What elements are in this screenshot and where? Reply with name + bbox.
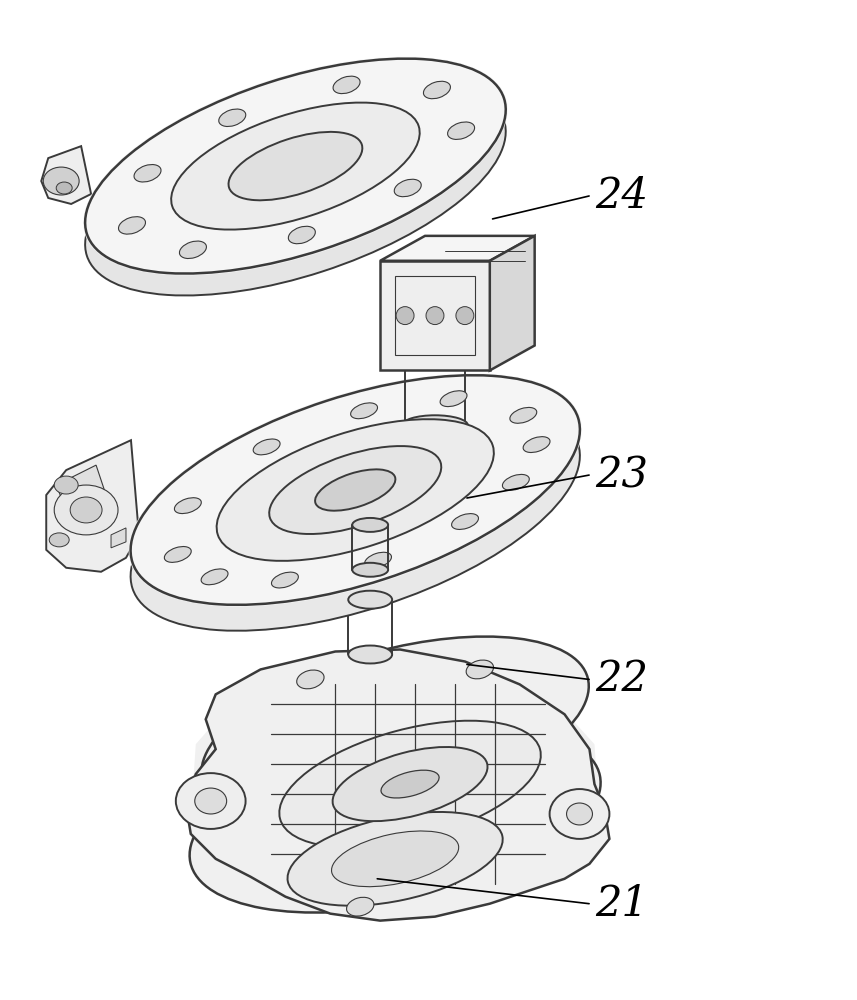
Ellipse shape <box>466 660 494 679</box>
Ellipse shape <box>219 109 246 126</box>
Text: 21: 21 <box>595 883 648 925</box>
Polygon shape <box>381 236 535 261</box>
Polygon shape <box>186 650 609 921</box>
Ellipse shape <box>348 646 393 663</box>
Ellipse shape <box>456 307 474 325</box>
Ellipse shape <box>118 217 146 234</box>
Ellipse shape <box>176 773 246 829</box>
Ellipse shape <box>201 637 589 822</box>
Ellipse shape <box>272 572 298 588</box>
Ellipse shape <box>447 122 475 139</box>
Ellipse shape <box>423 81 451 99</box>
Ellipse shape <box>333 747 488 821</box>
Ellipse shape <box>348 591 393 609</box>
Ellipse shape <box>549 789 609 839</box>
Ellipse shape <box>179 241 207 259</box>
Polygon shape <box>381 261 490 370</box>
Polygon shape <box>41 146 91 204</box>
Ellipse shape <box>165 547 191 562</box>
Ellipse shape <box>287 812 503 906</box>
Ellipse shape <box>253 439 280 455</box>
Ellipse shape <box>57 182 72 194</box>
Ellipse shape <box>346 897 374 916</box>
Ellipse shape <box>288 226 315 244</box>
Ellipse shape <box>129 373 582 607</box>
Ellipse shape <box>396 307 414 325</box>
Ellipse shape <box>85 59 506 274</box>
Ellipse shape <box>394 179 422 197</box>
Ellipse shape <box>440 391 467 407</box>
Ellipse shape <box>269 446 441 534</box>
Polygon shape <box>111 528 126 548</box>
Ellipse shape <box>510 407 536 423</box>
Ellipse shape <box>381 770 439 798</box>
Ellipse shape <box>364 552 392 568</box>
Ellipse shape <box>315 469 395 511</box>
Ellipse shape <box>175 498 201 514</box>
Ellipse shape <box>43 167 79 195</box>
Ellipse shape <box>279 721 541 847</box>
Ellipse shape <box>85 81 506 295</box>
Ellipse shape <box>229 132 363 200</box>
Text: 22: 22 <box>595 658 648 700</box>
Ellipse shape <box>83 57 507 275</box>
Ellipse shape <box>130 401 580 631</box>
Polygon shape <box>490 236 535 370</box>
Ellipse shape <box>54 476 78 494</box>
Ellipse shape <box>195 788 226 814</box>
Ellipse shape <box>352 518 388 532</box>
Ellipse shape <box>189 725 601 913</box>
Ellipse shape <box>70 497 102 523</box>
Polygon shape <box>191 654 599 904</box>
Ellipse shape <box>352 563 388 577</box>
Text: 23: 23 <box>595 454 648 496</box>
Ellipse shape <box>134 165 161 182</box>
Ellipse shape <box>402 415 468 435</box>
Ellipse shape <box>171 103 420 230</box>
Ellipse shape <box>130 375 580 605</box>
Ellipse shape <box>297 670 324 689</box>
Polygon shape <box>57 465 106 510</box>
Text: 24: 24 <box>595 175 648 217</box>
Ellipse shape <box>333 76 360 94</box>
Ellipse shape <box>54 485 118 535</box>
Ellipse shape <box>332 831 458 887</box>
Ellipse shape <box>502 474 530 490</box>
Ellipse shape <box>452 514 478 529</box>
Ellipse shape <box>49 533 69 547</box>
Ellipse shape <box>566 803 592 825</box>
Ellipse shape <box>523 437 550 452</box>
Polygon shape <box>46 440 139 572</box>
Ellipse shape <box>217 419 494 561</box>
Ellipse shape <box>201 569 228 585</box>
Ellipse shape <box>351 403 378 419</box>
Ellipse shape <box>426 307 444 325</box>
